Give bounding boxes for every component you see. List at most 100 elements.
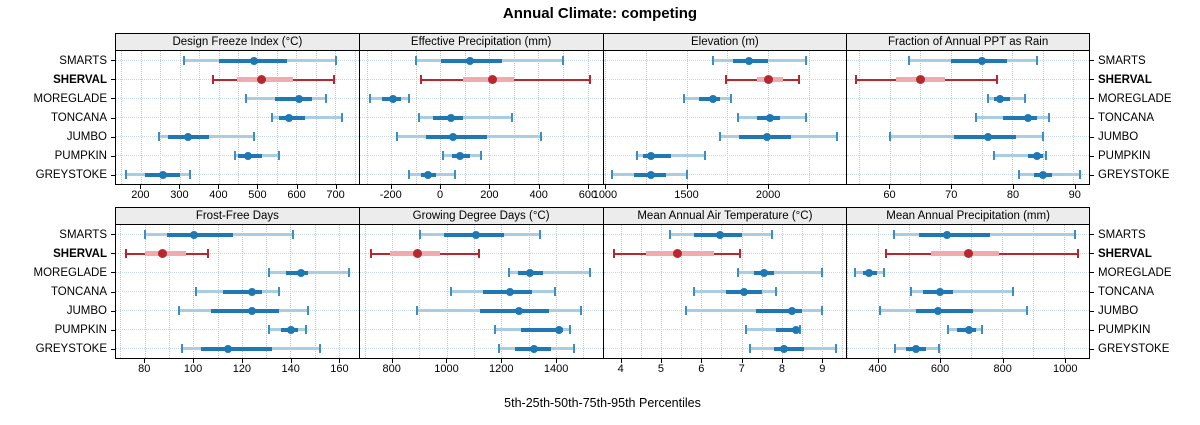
whisker-cap: [947, 325, 950, 334]
site-label-moreglade: MOREGLADE: [33, 92, 108, 105]
whisker-cap: [704, 151, 707, 160]
iqr-band: [275, 96, 313, 101]
row-guideline: [603, 329, 847, 330]
whisker-cap: [507, 268, 510, 277]
axis-tick-label: 9: [819, 363, 826, 375]
whisker-cap: [736, 113, 739, 122]
range-band: [738, 271, 823, 274]
whisker-cap: [692, 287, 695, 296]
whisker-cap: [749, 344, 752, 353]
median-dot: [933, 306, 942, 315]
whisker-cap: [268, 268, 271, 277]
axis-tick-mark: [741, 359, 743, 363]
median-dot: [766, 113, 775, 122]
axis-tick-label: 120: [232, 363, 252, 375]
axis-tick-label: 500: [248, 189, 267, 201]
site-label-sherval: SHERVAL: [53, 247, 107, 260]
whisker-cap: [417, 113, 420, 122]
site-labels-left: SMARTS SHERVAL MOREGLADE TONCANA JUMBO PUMPKI…: [0, 207, 115, 377]
whisker-cap: [450, 287, 453, 296]
whisker-cap: [573, 344, 576, 353]
axis-tick-mark: [218, 185, 220, 189]
whisker-cap: [324, 94, 327, 103]
row-guideline: [359, 272, 603, 273]
median-dot: [296, 268, 305, 277]
whisker-cap: [798, 75, 801, 84]
median-dot: [792, 325, 801, 334]
whisker-cap: [493, 325, 496, 334]
whisker-cap: [418, 230, 421, 239]
row-guideline: [116, 98, 359, 99]
whisker-cap: [821, 268, 824, 277]
site-label-smarts: SMARTS: [1098, 54, 1146, 67]
site-labels-right: SMARTS SHERVAL MOREGLADE TONCANA JUMBO PUMPKI…: [1090, 207, 1200, 377]
row-guideline: [359, 329, 603, 330]
iqr-band: [167, 232, 233, 237]
category-tick-mark: [111, 98, 115, 100]
site-label-toncana: TONCANA: [50, 286, 107, 298]
row-guideline: [603, 272, 847, 273]
whisker-cap: [635, 151, 638, 160]
axis-tick-label: 1000: [1052, 363, 1078, 375]
iqr-band: [201, 346, 272, 351]
panel-axis: 1000 1500 2000: [593, 185, 847, 203]
median-dot: [250, 56, 259, 65]
site-labels-right: SMARTS SHERVAL MOREGLADE TONCANA JUMBO PUMPKI…: [1090, 33, 1200, 203]
median-dot: [244, 151, 253, 160]
axis-tick-label: 700: [326, 189, 345, 201]
axis-tick-label: 600: [578, 189, 598, 201]
whisker-cap: [611, 170, 614, 179]
whisker-cap: [668, 230, 671, 239]
whisker-cap: [124, 170, 127, 179]
whisker-cap: [589, 75, 592, 84]
median-dot: [412, 249, 422, 258]
median-dot: [466, 56, 475, 65]
whisker-cap: [1074, 230, 1077, 239]
whisker-cap: [334, 56, 337, 65]
axis-tick-mark: [1013, 185, 1015, 189]
median-dot: [446, 113, 455, 122]
whisker-cap: [510, 113, 513, 122]
iqr-band: [698, 96, 720, 101]
whisker-cap: [775, 287, 778, 296]
median-dot: [963, 249, 973, 258]
row-guideline: [603, 79, 847, 80]
whisker-cap: [730, 94, 733, 103]
median-dot: [515, 306, 524, 315]
category-tick-mark: [1090, 174, 1094, 176]
whisker-cap: [245, 94, 248, 103]
percentile-caption: 5th-25th-50th-75th-95th Percentiles: [504, 396, 701, 410]
whisker-cap: [562, 56, 565, 65]
whisker-cap: [368, 94, 371, 103]
whisker-cap: [854, 268, 856, 277]
axis-tick-mark: [391, 359, 393, 363]
axis-tick-label: 7: [738, 363, 745, 375]
median-dot: [715, 230, 724, 239]
category-tick-mark: [111, 136, 115, 138]
median-dot: [1023, 113, 1032, 122]
whisker-cap: [684, 306, 687, 315]
median-dot: [740, 287, 749, 296]
median-dot: [780, 344, 789, 353]
axis-tick-label: 1200: [489, 363, 514, 375]
whisker-cap: [1026, 306, 1029, 315]
median-dot: [763, 75, 773, 84]
axis-tick-mark: [686, 185, 688, 189]
median-dot: [912, 344, 921, 353]
axis-tick-mark: [701, 359, 703, 363]
axis-tick-mark: [390, 185, 392, 189]
whisker-cap: [987, 94, 990, 103]
whisker-cap: [1045, 151, 1048, 160]
whisker-cap: [996, 75, 999, 84]
median-dot: [158, 170, 167, 179]
axis-tick-mark: [257, 185, 259, 189]
category-tick-mark: [1090, 348, 1094, 350]
row-guideline: [116, 272, 359, 273]
axis-tick-label: 70: [945, 189, 958, 201]
whisker-cap: [799, 325, 802, 334]
site-label-pumpkin: PUMPKIN: [1098, 324, 1151, 337]
axis-tick-mark: [538, 185, 540, 189]
axis-tick-label: 1000: [434, 363, 459, 375]
category-tick-mark: [1090, 60, 1094, 62]
row-guideline: [116, 117, 359, 118]
